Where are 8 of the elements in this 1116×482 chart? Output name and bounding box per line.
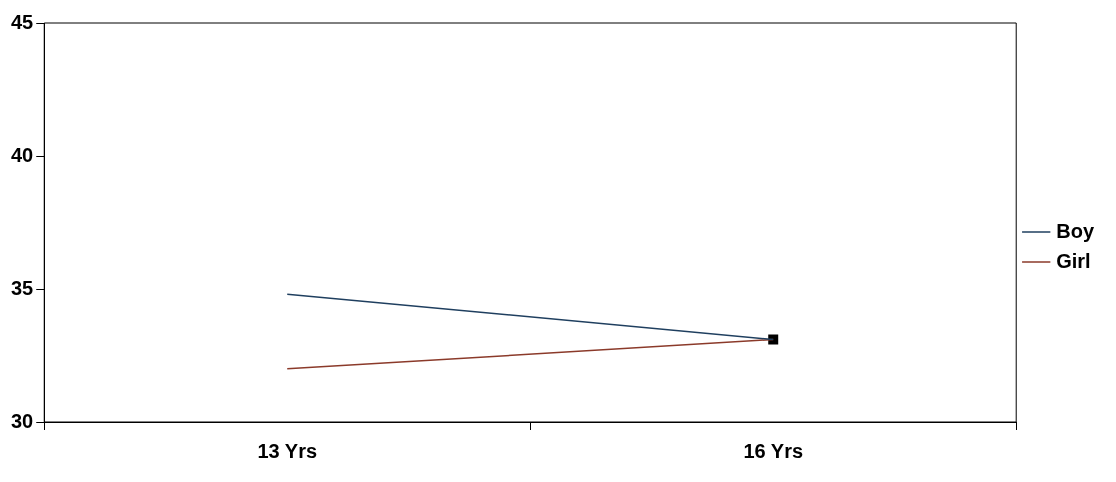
y-tick-label: 45 [11, 10, 34, 33]
y-tick-label: 40 [11, 143, 34, 166]
y-tick-label: 35 [11, 276, 34, 299]
legend-label: Girl [1056, 249, 1091, 272]
x-tick-label: 16 Yrs [743, 439, 804, 462]
y-tick-label: 30 [11, 409, 34, 432]
x-tick-label: 13 Yrs [257, 439, 318, 462]
legend-label: Boy [1056, 219, 1095, 242]
